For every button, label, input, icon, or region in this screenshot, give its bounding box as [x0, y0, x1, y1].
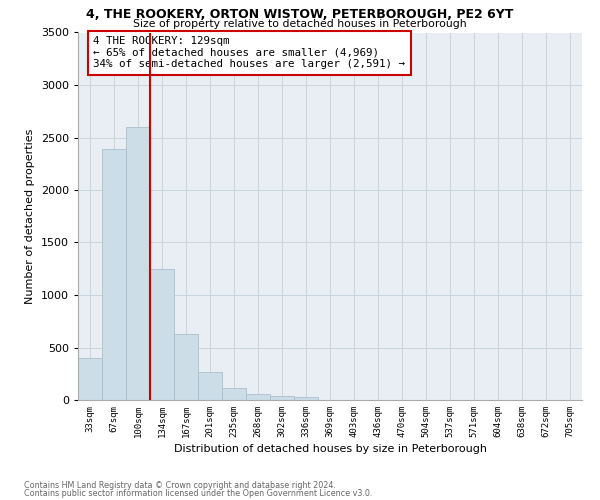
- Bar: [174, 334, 198, 400]
- Text: 4, THE ROOKERY, ORTON WISTOW, PETERBOROUGH, PE2 6YT: 4, THE ROOKERY, ORTON WISTOW, PETERBOROU…: [86, 8, 514, 20]
- Y-axis label: Number of detached properties: Number of detached properties: [25, 128, 35, 304]
- Bar: [126, 127, 150, 400]
- Text: Contains public sector information licensed under the Open Government Licence v3: Contains public sector information licen…: [24, 488, 373, 498]
- Text: Size of property relative to detached houses in Peterborough: Size of property relative to detached ho…: [133, 19, 467, 29]
- Bar: [294, 397, 318, 400]
- Text: Contains HM Land Registry data © Crown copyright and database right 2024.: Contains HM Land Registry data © Crown c…: [24, 481, 336, 490]
- Bar: [150, 269, 174, 400]
- Bar: [222, 388, 246, 400]
- X-axis label: Distribution of detached houses by size in Peterborough: Distribution of detached houses by size …: [173, 444, 487, 454]
- Text: 4 THE ROOKERY: 129sqm
← 65% of detached houses are smaller (4,969)
34% of semi-d: 4 THE ROOKERY: 129sqm ← 65% of detached …: [93, 36, 405, 70]
- Bar: [198, 372, 222, 400]
- Bar: [102, 149, 126, 400]
- Bar: [78, 358, 102, 400]
- Bar: [246, 394, 270, 400]
- Bar: [270, 396, 294, 400]
